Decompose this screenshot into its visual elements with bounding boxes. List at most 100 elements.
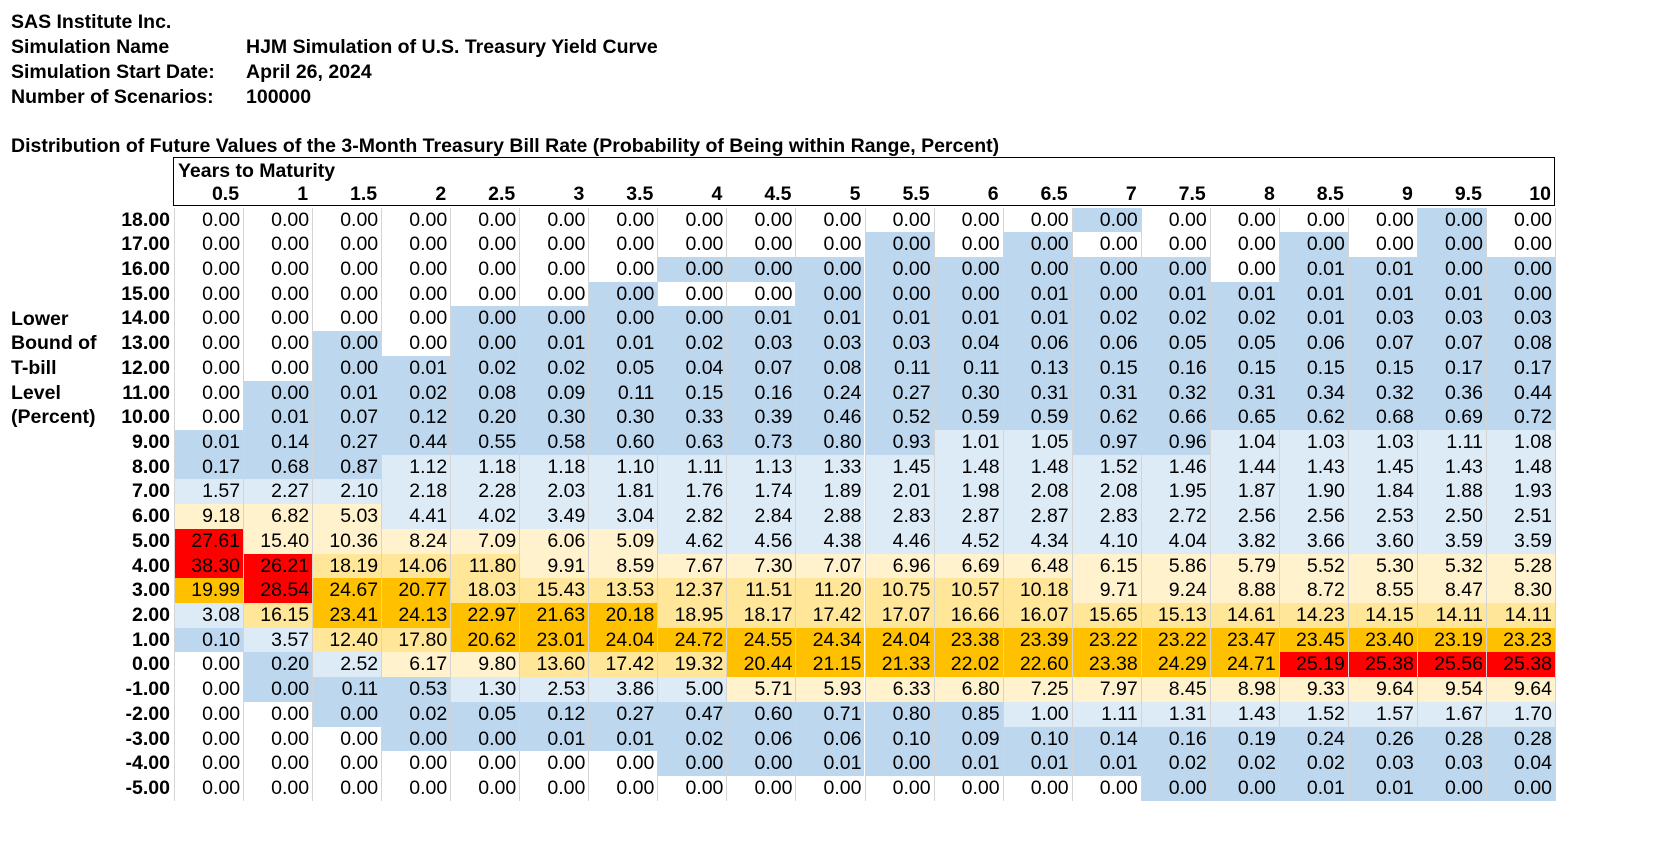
table-cell: 2.50	[1417, 504, 1486, 529]
table-cell: 0.14	[244, 429, 313, 455]
table-cell: 0.03	[1417, 751, 1486, 777]
table-cell: 2.84	[727, 504, 796, 529]
table-cell: 1.31	[1141, 701, 1210, 727]
table-cell: 0.60	[589, 429, 658, 455]
table-cell: 0.00	[244, 380, 313, 406]
table-cell: 3.59	[1417, 528, 1486, 554]
column-separator	[1140, 207, 1142, 801]
table-cell: 0.08	[451, 380, 520, 406]
table-cell: 0.01	[1072, 751, 1141, 777]
table-cell: 0.00	[244, 355, 313, 381]
column-separator	[864, 207, 866, 801]
table-cell: 0.30	[934, 380, 1003, 406]
table-cell: 0.00	[175, 380, 244, 406]
table-cell: 24.72	[658, 627, 727, 653]
year-header: 6	[987, 183, 999, 205]
table-cell: 0.00	[589, 306, 658, 332]
table-cell: 0.01	[175, 429, 244, 455]
years-header: Years to Maturity	[178, 160, 336, 182]
table-cell: 0.00	[520, 232, 589, 257]
table-cell: 2.01	[865, 479, 934, 505]
table-cell: 0.00	[865, 776, 934, 801]
table-cell: 0.00	[520, 207, 589, 233]
table-cell: 1.11	[1417, 429, 1486, 455]
table-cell: 0.00	[1279, 207, 1348, 233]
table-cell: 23.47	[1210, 627, 1279, 653]
table-cell: 0.00	[382, 207, 451, 233]
table-cell: 0.00	[865, 256, 934, 282]
table-cell: 0.00	[1486, 256, 1555, 282]
table-cell: 14.61	[1210, 603, 1279, 628]
table-cell: 0.07	[727, 355, 796, 381]
row-label: 1.00	[132, 628, 170, 651]
row-label: 2.00	[132, 604, 170, 627]
table-cell: 0.00	[175, 405, 244, 430]
table-cell: 0.00	[589, 751, 658, 777]
year-header: 10	[1529, 183, 1551, 205]
table-cell: 0.01	[589, 726, 658, 752]
table-cell: 0.00	[175, 776, 244, 801]
row-label: 6.00	[132, 505, 170, 528]
table-cell: 10.36	[313, 528, 382, 554]
table-cell: 0.00	[382, 256, 451, 282]
table-cell: 1.11	[658, 454, 727, 480]
table-cell: 5.09	[589, 528, 658, 554]
table-cell: 0.27	[865, 380, 934, 406]
table-cell: 0.00	[658, 776, 727, 801]
table-cell: 0.07	[313, 405, 382, 430]
table-cell: 0.00	[313, 776, 382, 801]
table-cell: 17.42	[589, 652, 658, 678]
table-cell: 0.01	[313, 380, 382, 406]
table-cell: 6.80	[934, 677, 1003, 702]
table-cell: 0.44	[382, 429, 451, 455]
year-header: 1	[297, 183, 309, 205]
table-cell: 0.00	[1141, 776, 1210, 801]
table-cell: 5.00	[658, 677, 727, 702]
table-cell: 0.00	[1141, 207, 1210, 233]
table-cell: 8.98	[1210, 677, 1279, 702]
table-cell: 0.28	[1417, 726, 1486, 752]
table-cell: 1.57	[175, 479, 244, 505]
table-cell: 6.48	[1003, 553, 1072, 579]
table-cell: 0.19	[1210, 726, 1279, 752]
table-cell: 0.00	[658, 306, 727, 332]
table-cell: 15.65	[1072, 603, 1141, 628]
table-cell: 0.93	[865, 429, 934, 455]
table-cell: 0.00	[1072, 207, 1141, 233]
table-cell: 0.00	[1486, 232, 1555, 257]
table-cell: 0.00	[175, 652, 244, 678]
table-cell: 0.05	[1210, 331, 1279, 356]
row-label: -2.00	[125, 702, 170, 725]
table-cell: 0.26	[1348, 726, 1417, 752]
table-cell: 0.00	[1417, 776, 1486, 801]
table-cell: 3.60	[1348, 528, 1417, 554]
table-cell: 0.00	[934, 776, 1003, 801]
table-cell: 0.00	[244, 306, 313, 332]
table-cell: 3.57	[244, 627, 313, 653]
table-cell: 0.00	[313, 232, 382, 257]
table-cell: 2.88	[796, 504, 865, 529]
side-label-line-4: Level	[11, 382, 61, 404]
table-cell: 3.66	[1279, 528, 1348, 554]
table-cell: 18.03	[451, 578, 520, 604]
table-cell: 0.31	[1072, 380, 1141, 406]
table-cell: 22.97	[451, 603, 520, 628]
table-cell: 0.87	[313, 454, 382, 480]
table-cell: 0.00	[934, 281, 1003, 307]
table-cell: 2.87	[934, 504, 1003, 529]
table-cell: 0.04	[1486, 751, 1555, 777]
table-cell: 0.01	[934, 306, 1003, 332]
table-cell: 14.23	[1279, 603, 1348, 628]
table-cell: 0.00	[1072, 232, 1141, 257]
table-cell: 0.16	[727, 380, 796, 406]
table-cell: 6.96	[865, 553, 934, 579]
table-cell: 0.00	[175, 256, 244, 282]
table-cell: 0.02	[1210, 751, 1279, 777]
table-cell: 0.00	[727, 776, 796, 801]
table-cell: 0.59	[1003, 405, 1072, 430]
table-cell: 5.93	[796, 677, 865, 702]
table-cell: 0.00	[451, 776, 520, 801]
table-cell: 0.65	[1210, 405, 1279, 430]
table-cell: 0.00	[727, 281, 796, 307]
column-separator	[1209, 207, 1211, 801]
